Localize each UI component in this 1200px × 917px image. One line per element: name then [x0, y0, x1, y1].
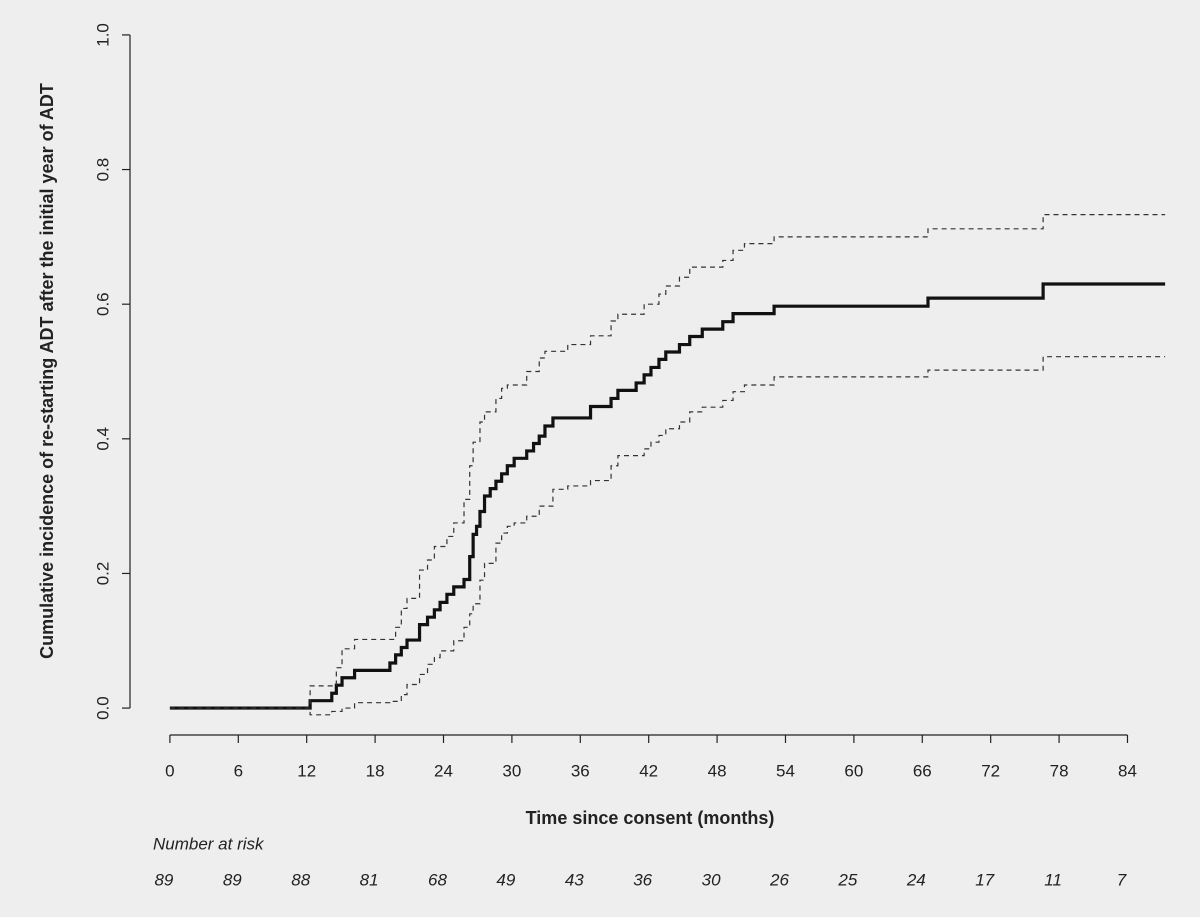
x-tick-label: 78 — [1050, 761, 1069, 780]
y-tick-label: 1.0 — [93, 23, 112, 47]
estimate-line — [169, 282, 1166, 710]
risk-count: 43 — [565, 870, 584, 889]
x-tick-label: 72 — [981, 761, 1000, 780]
risk-count: 49 — [496, 870, 515, 889]
y-tick-label: 0.0 — [93, 696, 112, 720]
x-tick-label: 6 — [234, 761, 243, 780]
y-tick-label: 0.8 — [93, 158, 112, 182]
x-tick-label: 18 — [366, 761, 385, 780]
ci-line — [169, 356, 1166, 716]
y-tick-label: 0.4 — [93, 427, 112, 451]
y-tick-label: 0.6 — [93, 292, 112, 316]
ci-line — [169, 214, 1166, 709]
x-tick-label: 0 — [165, 761, 174, 780]
risk-count: 68 — [428, 870, 447, 889]
x-axis-title: Time since consent (months) — [526, 808, 775, 828]
risk-label: Number at risk — [153, 834, 265, 853]
x-tick-label: 48 — [708, 761, 727, 780]
risk-count: 89 — [223, 870, 242, 889]
risk-count: 30 — [702, 870, 721, 889]
x-tick-label: 66 — [913, 761, 932, 780]
risk-count: 25 — [837, 870, 857, 889]
x-tick-label: 60 — [844, 761, 863, 780]
risk-count: 36 — [633, 870, 652, 889]
y-axis-title: Cumulative incidence of re-starting ADT … — [37, 83, 57, 659]
risk-count: 7 — [1117, 870, 1127, 889]
risk-count: 26 — [769, 870, 789, 889]
x-tick-label: 84 — [1118, 761, 1137, 780]
x-tick-label: 54 — [776, 761, 795, 780]
x-tick-label: 12 — [297, 761, 316, 780]
y-tick-label: 0.2 — [93, 562, 112, 586]
risk-count: 81 — [360, 870, 379, 889]
risk-count: 89 — [154, 870, 173, 889]
risk-count: 11 — [1044, 870, 1062, 889]
x-tick-label: 30 — [502, 761, 521, 780]
x-tick-label: 36 — [571, 761, 590, 780]
x-tick-label: 24 — [434, 761, 453, 780]
risk-count: 24 — [906, 870, 926, 889]
risk-count: 17 — [975, 870, 994, 889]
x-tick-label: 42 — [639, 761, 658, 780]
risk-count: 88 — [291, 870, 310, 889]
